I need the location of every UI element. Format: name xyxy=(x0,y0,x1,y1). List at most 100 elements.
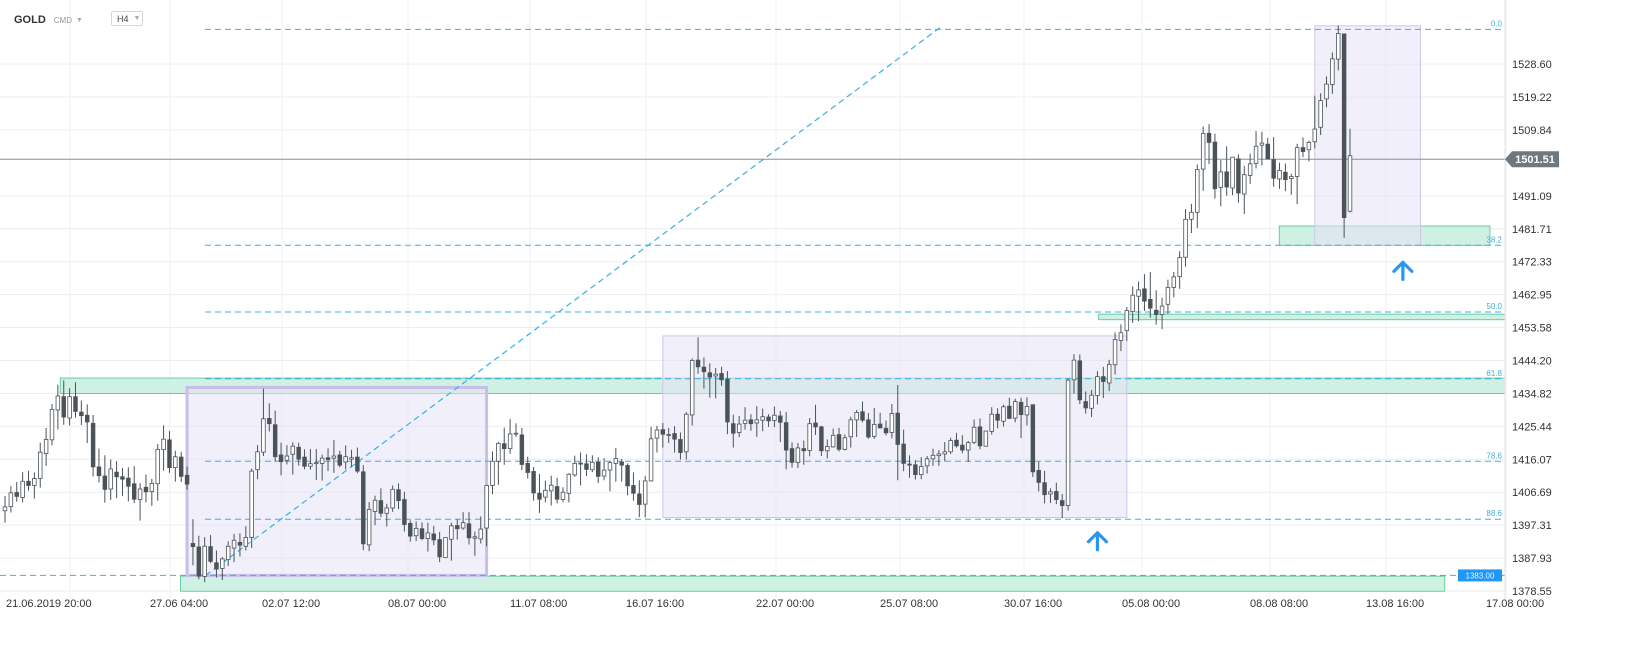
candle xyxy=(578,452,583,486)
candle xyxy=(1277,162,1282,189)
candle-body xyxy=(1007,405,1012,419)
candle-body xyxy=(361,471,366,545)
candle xyxy=(378,488,384,518)
candle xyxy=(1054,482,1059,505)
candle xyxy=(1195,164,1200,229)
candle xyxy=(1312,95,1317,149)
candle-body xyxy=(725,379,730,423)
candle xyxy=(637,480,642,518)
candle xyxy=(1283,163,1288,192)
candle-body xyxy=(1165,287,1171,305)
candle-body xyxy=(995,413,1000,421)
candle-body xyxy=(249,470,254,538)
candle xyxy=(372,495,378,526)
support-zone xyxy=(180,575,1446,592)
candle xyxy=(278,442,284,476)
candle xyxy=(1165,279,1171,314)
candle-body xyxy=(760,416,765,421)
candle xyxy=(1095,371,1100,405)
candle xyxy=(1118,324,1124,352)
candle xyxy=(73,382,78,418)
candle-body xyxy=(889,413,895,433)
candle-body xyxy=(1318,100,1323,128)
timeframe-selector[interactable]: H4 ▼ xyxy=(111,11,143,26)
candle xyxy=(114,460,119,499)
candle-body xyxy=(672,433,677,440)
candle-body xyxy=(554,486,560,500)
candle xyxy=(149,478,155,506)
candle-body xyxy=(513,432,519,435)
candle-body xyxy=(1330,58,1335,85)
candle xyxy=(1300,137,1306,158)
candle-body xyxy=(613,458,619,464)
candle-body xyxy=(284,455,290,461)
candle-body xyxy=(437,539,442,558)
candle xyxy=(366,502,372,552)
candle-body xyxy=(637,493,642,505)
candle xyxy=(272,410,278,462)
candle-body xyxy=(1189,211,1194,220)
candle xyxy=(1171,271,1177,298)
candle xyxy=(1148,271,1153,318)
candle-body xyxy=(1130,294,1135,312)
candle xyxy=(754,406,760,438)
candle xyxy=(1212,133,1218,199)
x-tick-label: 21.06.2019 20:00 xyxy=(6,598,92,610)
fib-level-label: 0.0 xyxy=(1491,19,1503,28)
current-price-value: 1501.51 xyxy=(1515,154,1555,166)
candle-body xyxy=(90,422,96,468)
candle xyxy=(977,418,983,450)
candle xyxy=(1136,281,1141,322)
candle xyxy=(131,466,137,504)
symbol-selector[interactable]: GOLD CMD ▼ xyxy=(14,12,83,28)
x-tick-label: 11.07 08:00 xyxy=(510,598,567,610)
candle-body xyxy=(1177,257,1182,277)
candle xyxy=(660,423,666,448)
candle xyxy=(924,456,930,474)
candle-body xyxy=(1124,310,1130,332)
candle xyxy=(860,401,865,423)
candle xyxy=(725,371,730,435)
candle-body xyxy=(243,537,249,547)
candle-body xyxy=(1277,170,1282,180)
candle-body xyxy=(1312,128,1317,143)
candle-body xyxy=(55,395,61,411)
candle xyxy=(942,441,947,462)
candle-body xyxy=(854,412,859,421)
x-tick-label: 22.07 00:00 xyxy=(756,598,814,610)
candle xyxy=(502,427,507,465)
candle-body xyxy=(537,492,542,500)
candle-body xyxy=(225,545,231,561)
candle xyxy=(137,483,143,521)
candle xyxy=(1130,286,1135,323)
candle xyxy=(866,413,871,439)
candle-body xyxy=(566,473,572,494)
candle-body xyxy=(971,426,977,443)
candle-body xyxy=(983,430,989,447)
candle xyxy=(496,441,501,485)
candle-body xyxy=(531,471,536,494)
candle xyxy=(948,437,953,454)
candle xyxy=(748,414,754,431)
candle-body xyxy=(1054,491,1059,500)
candle-body xyxy=(32,478,37,486)
candle-body xyxy=(1206,132,1212,143)
candle-body xyxy=(190,543,196,548)
candle-body xyxy=(1294,147,1300,177)
y-tick-label: 1528.60 xyxy=(1512,59,1552,71)
candle-body xyxy=(408,523,413,537)
candle-body xyxy=(319,457,325,464)
candle xyxy=(895,385,900,481)
candle-body xyxy=(707,372,713,378)
candle xyxy=(290,442,296,475)
candle-body xyxy=(1259,142,1265,146)
candle-body xyxy=(173,456,178,469)
candle-body xyxy=(14,492,19,497)
candle xyxy=(901,429,906,472)
candle-body xyxy=(149,483,155,492)
candle xyxy=(1253,131,1259,169)
candle-body xyxy=(584,463,589,470)
candle xyxy=(1183,209,1188,267)
